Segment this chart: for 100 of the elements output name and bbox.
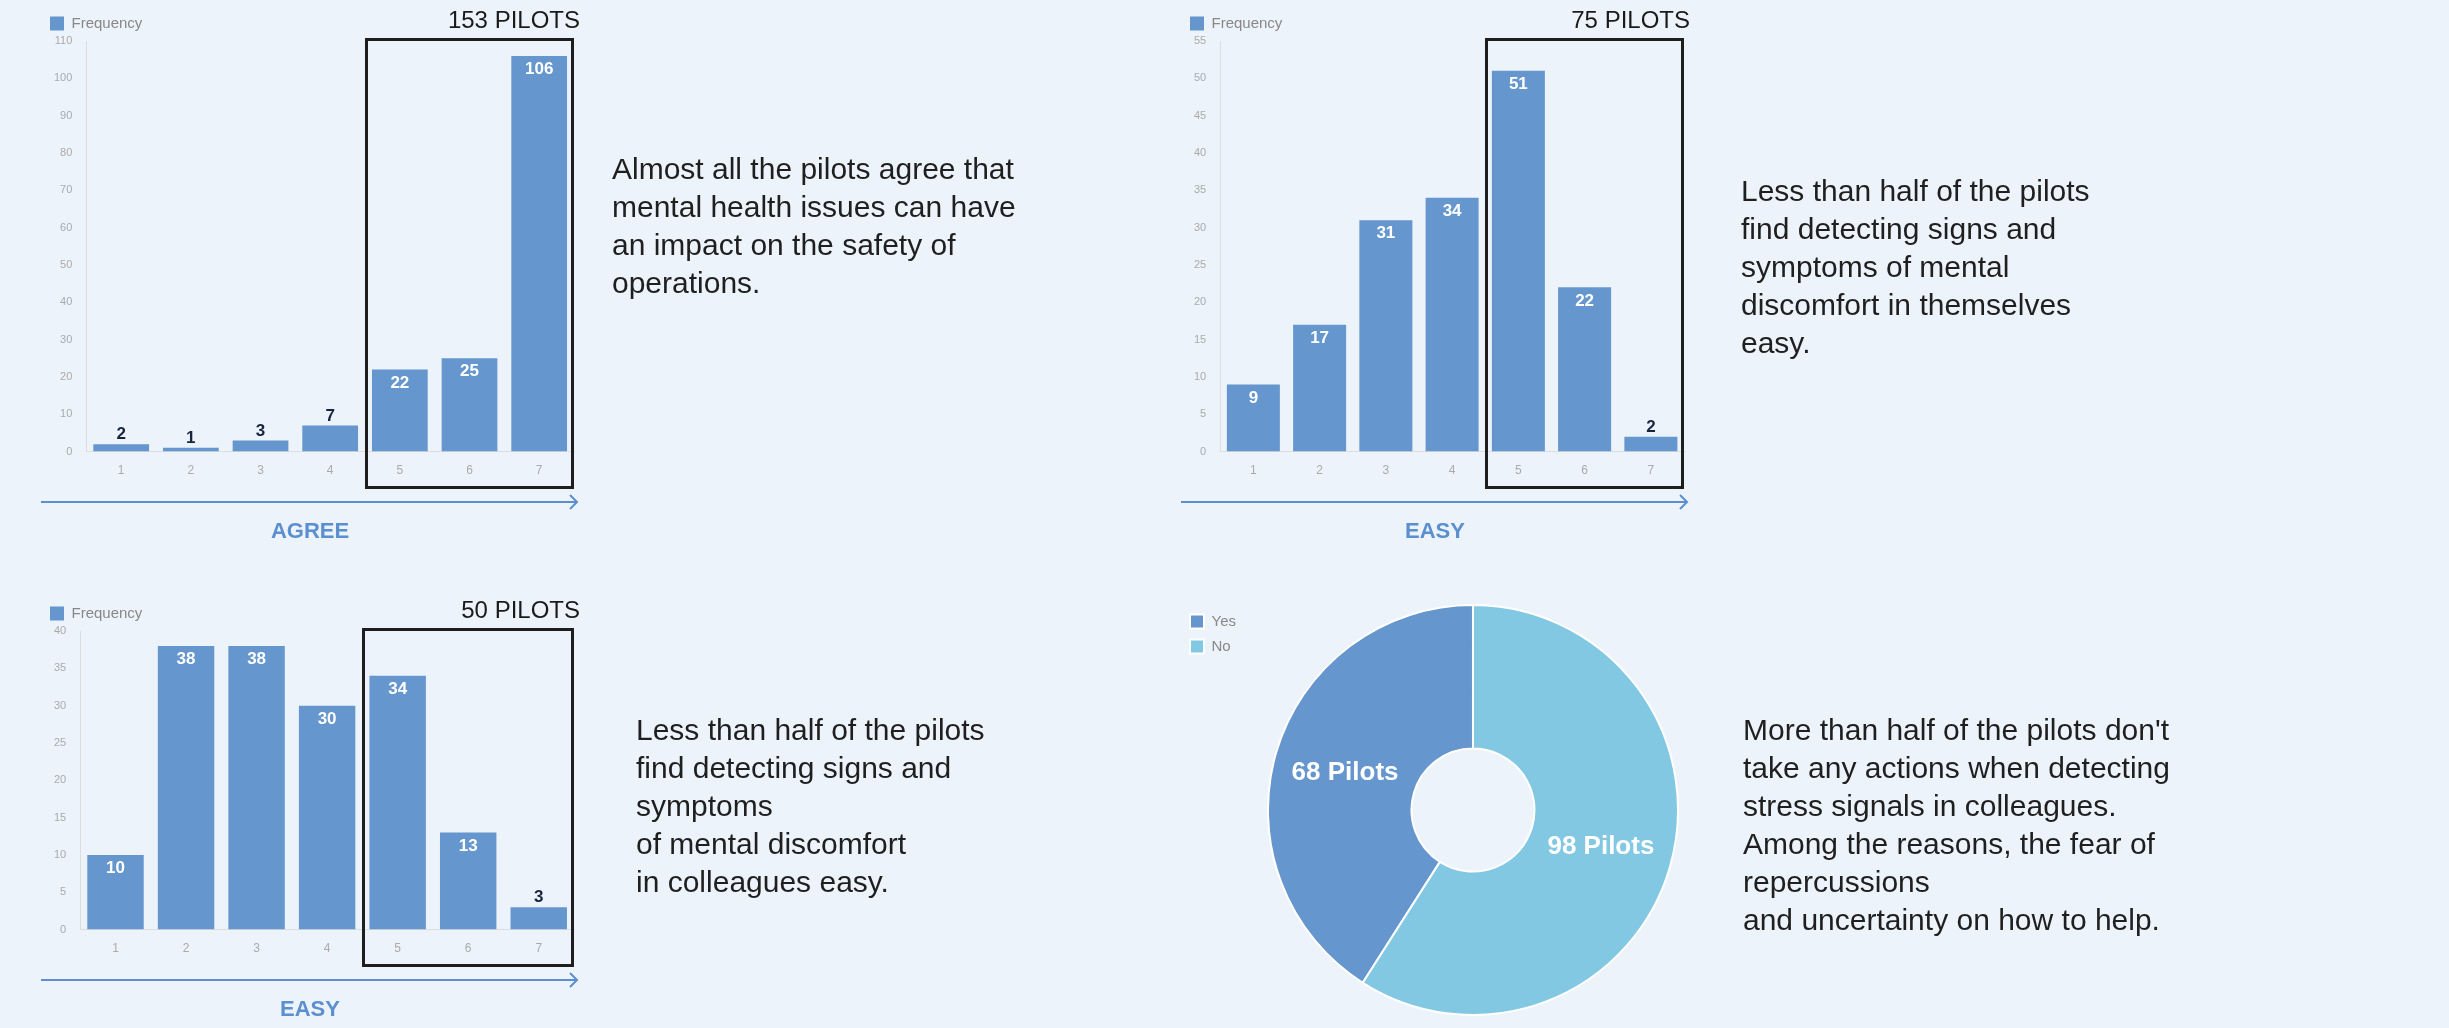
bar (302, 425, 359, 452)
data-label: 9 (1248, 387, 1259, 407)
x-tick-label: 3 (253, 941, 261, 956)
x-tick-label: 1 (1250, 463, 1258, 478)
x-tick-label: 5 (1515, 463, 1523, 478)
x-tick-label: 1 (112, 941, 120, 956)
bar (87, 854, 144, 930)
y-tick-label: 40 (1193, 146, 1207, 159)
y-tick-label: 55 (1193, 34, 1207, 47)
y-tick-label: 20 (53, 773, 67, 786)
x-tick-label: 3 (1382, 463, 1390, 478)
legend-label: Frequency (71, 13, 143, 31)
data-label: 3 (255, 420, 266, 440)
y-tick-label: 60 (60, 220, 73, 233)
bar (228, 645, 285, 930)
data-label: 13 (458, 835, 478, 855)
bar (1226, 384, 1280, 452)
x-tick-label: 6 (466, 463, 474, 478)
bar (1491, 70, 1545, 452)
y-tick-label: 30 (60, 332, 73, 345)
y-tick-label: 20 (1193, 295, 1207, 308)
bar (1425, 197, 1479, 452)
text: Almost all the pilots agree that mental health issues can have an impact on the safety of operations. (612, 151, 1017, 301)
x-tick-label: 1 (117, 463, 125, 478)
data-label: 30 (317, 708, 337, 728)
legend-label: Yes (1211, 611, 1236, 629)
bar (157, 645, 215, 930)
data-label: 22 (390, 372, 410, 392)
x-tick-label: 4 (1448, 463, 1456, 478)
data-label: 1 (186, 428, 196, 448)
y-tick-label: 0 (60, 922, 67, 935)
bar (510, 907, 567, 930)
bar (298, 705, 356, 930)
bar (511, 55, 568, 452)
y-tick-label: 0 (66, 444, 73, 457)
y-tick-label: 15 (1193, 332, 1207, 345)
y-tick-label: 25 (1193, 257, 1207, 270)
y-tick-label: 50 (60, 257, 73, 270)
legend-label: Frequency (1211, 13, 1283, 31)
y-tick-label: 5 (60, 885, 67, 898)
data-label: 106 (524, 59, 554, 79)
y-tick-label: 40 (53, 624, 67, 637)
data-label: 51 (1508, 74, 1528, 94)
data-label: 31 (1376, 223, 1396, 243)
y-tick-label: 110 (54, 34, 73, 47)
x-tick-label: 4 (326, 463, 334, 478)
bar (369, 675, 426, 930)
data-label: 68 Pilots (1291, 755, 1399, 786)
bar (232, 440, 289, 452)
y-tick-label: 45 (1193, 108, 1207, 121)
y-tick-label: 25 (53, 736, 67, 749)
x-tick-label: 7 (1647, 463, 1655, 478)
y-tick-label: 50 (1193, 71, 1207, 84)
text: Less than half of the pilots find detecting signs and symptoms of mental discomfort in colleagues easy. (636, 712, 986, 900)
legend-label: Frequency (71, 603, 143, 621)
data-label: 25 (460, 361, 479, 381)
y-tick-label: 35 (53, 661, 67, 674)
bar (1359, 220, 1413, 452)
data-label: 10 (106, 858, 125, 878)
y-tick-label: 35 (1193, 183, 1207, 196)
x-tick-label: 6 (464, 941, 472, 956)
x-tick-label: 2 (1316, 463, 1324, 478)
bar (93, 444, 150, 452)
chart-title: 50 PILOTS (461, 596, 580, 624)
x-tick-label: 5 (394, 941, 402, 956)
y-tick-label: 40 (60, 295, 73, 308)
data-label: 2 (1646, 416, 1656, 436)
data-label: 98 Pilots (1547, 830, 1655, 861)
y-tick-label: 10 (53, 847, 67, 860)
y-tick-label: 20 (60, 369, 73, 382)
y-tick-label: 5 (1200, 407, 1207, 420)
y-tick-label: 30 (1193, 220, 1207, 233)
x-tick-label: 7 (535, 941, 543, 956)
bar (1624, 436, 1678, 452)
text: More than half of the pilots don't take any actions when detecting stress signals in colleagues. Among the reasons, the fear of repercussions and uncertainty on how to help. (1743, 712, 2171, 938)
x-tick-label: 4 (323, 941, 331, 956)
data-label: 3 (534, 887, 544, 907)
y-tick-label: 15 (53, 810, 67, 823)
y-tick-label: 100 (53, 71, 73, 84)
chart-title: 75 PILOTS (1571, 6, 1690, 34)
data-label: 38 (247, 649, 267, 669)
y-tick-label: 0 (1200, 444, 1207, 457)
legend-label: No (1211, 636, 1231, 654)
data-label: 2 (116, 424, 126, 444)
x-axis-title: EASY (279, 996, 341, 1022)
bar (371, 369, 428, 452)
bar (1293, 324, 1347, 452)
y-tick-label: 90 (60, 108, 73, 121)
x-tick-label: 3 (257, 463, 265, 478)
data-label: 17 (1310, 327, 1330, 347)
chart-title: 153 PILOTS (447, 6, 580, 34)
bar (439, 832, 497, 930)
x-tick-label: 2 (182, 941, 190, 956)
x-tick-label: 5 (396, 463, 404, 478)
y-tick-label: 80 (60, 146, 73, 159)
data-label: 34 (1442, 200, 1463, 220)
x-tick-label: 6 (1581, 463, 1589, 478)
y-tick-label: 10 (1193, 369, 1207, 382)
bar (441, 358, 498, 452)
data-label: 34 (388, 678, 408, 698)
